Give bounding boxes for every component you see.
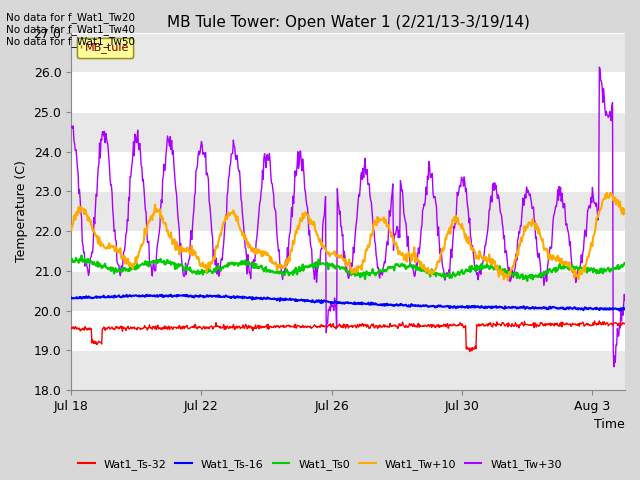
Legend: MB_tule: MB_tule xyxy=(77,38,133,58)
Wat1_Tw+30 xyxy=(67,124,75,130)
Wat1_Tw+10 xyxy=(621,206,629,212)
Line: Wat1_Ts0: Wat1_Ts0 xyxy=(71,255,625,281)
Wat1_Ts-16 xyxy=(621,306,629,312)
Text: No data for f_Wat1_Tw40: No data for f_Wat1_Tw40 xyxy=(6,24,136,35)
Wat1_Tw+30 xyxy=(488,193,495,199)
Text: No data for f_Wat1_Tw50: No data for f_Wat1_Tw50 xyxy=(6,36,136,47)
Wat1_Ts0 xyxy=(524,278,531,284)
Wat1_Tw+30 xyxy=(544,260,552,266)
Wat1_Ts-16 xyxy=(143,292,150,298)
Wat1_Tw+10 xyxy=(504,277,512,283)
Wat1_Ts-32 xyxy=(488,324,496,329)
Wat1_Tw+10 xyxy=(101,245,109,251)
Wat1_Tw+30 xyxy=(595,64,603,70)
Line: Wat1_Tw+10: Wat1_Tw+10 xyxy=(71,192,625,280)
Wat1_Tw+30 xyxy=(621,297,629,303)
Wat1_Tw+10 xyxy=(420,262,428,268)
Wat1_Ts0 xyxy=(421,268,429,274)
Wat1_Ts-32 xyxy=(545,321,552,327)
Y-axis label: Temperature (C): Temperature (C) xyxy=(15,160,28,262)
Wat1_Ts-16 xyxy=(390,303,397,309)
Wat1_Tw+30 xyxy=(610,364,618,370)
Wat1_Ts0 xyxy=(621,260,629,266)
Wat1_Tw+10 xyxy=(488,256,495,262)
Text: No data for f_Wat1_Tw20: No data for f_Wat1_Tw20 xyxy=(6,12,136,23)
Wat1_Ts-16 xyxy=(545,304,552,310)
Wat1_Ts-32 xyxy=(420,324,428,329)
Wat1_Tw+10 xyxy=(545,251,552,257)
Wat1_Ts0 xyxy=(390,265,397,271)
Line: Wat1_Tw+30: Wat1_Tw+30 xyxy=(71,67,625,367)
Wat1_Ts-16 xyxy=(421,303,429,309)
Wat1_Tw+10 xyxy=(67,228,75,233)
Wat1_Tw+30 xyxy=(420,201,428,207)
Wat1_Ts-32 xyxy=(101,327,109,333)
Wat1_Ts0 xyxy=(102,264,109,270)
Wat1_Tw+10 xyxy=(389,234,397,240)
Wat1_Tw+30 xyxy=(101,140,109,145)
Wat1_Tw+10 xyxy=(607,190,614,195)
Wat1_Ts-16 xyxy=(488,303,496,309)
Bar xyxy=(71,231,625,271)
Wat1_Ts0 xyxy=(67,258,75,264)
Wat1_Ts-16 xyxy=(616,308,623,313)
Line: Wat1_Ts-32: Wat1_Ts-32 xyxy=(71,321,625,351)
Wat1_Ts0 xyxy=(546,266,554,272)
Wat1_Tw+10 xyxy=(403,253,411,259)
Wat1_Tw+30 xyxy=(403,243,411,249)
Wat1_Ts0 xyxy=(77,252,85,258)
Title: MB Tule Tower: Open Water 1 (2/21/13-3/19/14): MB Tule Tower: Open Water 1 (2/21/13-3/1… xyxy=(166,15,529,30)
Wat1_Ts-32 xyxy=(389,323,397,329)
Wat1_Ts-16 xyxy=(101,294,109,300)
Wat1_Ts-32 xyxy=(591,318,598,324)
Wat1_Ts0 xyxy=(488,264,496,270)
Legend: Wat1_Ts-32, Wat1_Ts-16, Wat1_Ts0, Wat1_Tw+10, Wat1_Tw+30: Wat1_Ts-32, Wat1_Ts-16, Wat1_Ts0, Wat1_T… xyxy=(74,455,566,474)
Bar xyxy=(71,311,625,350)
Wat1_Ts-16 xyxy=(67,295,75,300)
Wat1_Tw+30 xyxy=(389,181,397,187)
Wat1_Ts-32 xyxy=(466,348,474,354)
Wat1_Ts-32 xyxy=(403,324,411,330)
Wat1_Ts-16 xyxy=(404,304,412,310)
Wat1_Ts-32 xyxy=(621,321,629,326)
Bar xyxy=(71,72,625,112)
Bar xyxy=(71,152,625,192)
Line: Wat1_Ts-16: Wat1_Ts-16 xyxy=(71,295,625,311)
Wat1_Ts-32 xyxy=(67,325,75,331)
X-axis label: Time: Time xyxy=(595,419,625,432)
Wat1_Ts0 xyxy=(404,264,412,269)
